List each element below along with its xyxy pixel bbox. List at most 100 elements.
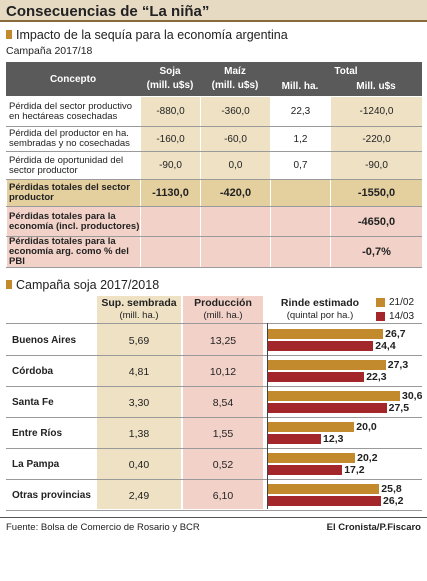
production-value: 13,25 bbox=[209, 334, 237, 347]
table-cell: -90,0 bbox=[140, 152, 200, 179]
table-cell: -880,0 bbox=[140, 97, 200, 126]
empty-cell bbox=[140, 207, 200, 236]
bullet bbox=[6, 30, 12, 39]
column-unit: (mill. ha.) bbox=[203, 310, 243, 321]
table-header bbox=[6, 62, 422, 96]
header-cell: Maíz bbox=[224, 66, 246, 77]
row-label: Pérdida del sector productivo en hectáre… bbox=[6, 97, 140, 126]
value-label: 27,3 bbox=[387, 358, 409, 371]
sown-value: 5,69 bbox=[128, 334, 150, 347]
empty-cell bbox=[200, 207, 270, 236]
legend-swatch bbox=[376, 298, 385, 307]
table-cell: -90,0 bbox=[330, 152, 422, 179]
row-label: Pérdidas totales para la economía arg. c… bbox=[6, 237, 140, 267]
bar bbox=[268, 453, 356, 463]
header-rule bbox=[6, 323, 422, 324]
row-label: Pérdidas totales del sector productor bbox=[6, 180, 140, 206]
sown-value: 1,38 bbox=[128, 427, 150, 440]
bar bbox=[268, 360, 386, 370]
legend-label: 14/03 bbox=[389, 311, 415, 322]
page-title: Consecuencias de “La niña” bbox=[6, 2, 210, 20]
row-rule bbox=[6, 448, 422, 449]
row-rule bbox=[6, 386, 422, 387]
column-unit: (mill. ha.) bbox=[119, 310, 159, 321]
row-label: Pérdida del productor en ha. sembradas y… bbox=[6, 127, 140, 151]
sown-value: 2,49 bbox=[128, 489, 150, 502]
category-label: Buenos Aires bbox=[12, 335, 77, 346]
table-cell: -1130,0 bbox=[140, 180, 200, 206]
row-rule bbox=[6, 510, 422, 511]
empty-cell bbox=[140, 237, 200, 267]
footer-credit: El Cronista/P.Fiscaro bbox=[326, 521, 421, 533]
column-unit: (quintal por ha.) bbox=[286, 310, 354, 321]
bar bbox=[268, 434, 322, 444]
row-rule bbox=[6, 151, 422, 152]
table-cell: -160,0 bbox=[140, 127, 200, 151]
header-cell: Mill. ha. bbox=[281, 81, 319, 92]
bar bbox=[268, 403, 387, 413]
production-column-bg bbox=[183, 296, 263, 509]
bar bbox=[268, 496, 382, 506]
category-label: Córdoba bbox=[12, 366, 54, 377]
header-cell: Concepto bbox=[49, 73, 97, 85]
footer-source: Fuente: Bolsa de Comercio de Rosario y B… bbox=[6, 521, 200, 533]
empty-cell bbox=[270, 207, 330, 236]
category-label: Santa Fe bbox=[12, 397, 54, 408]
value-label: 25,8 bbox=[381, 482, 402, 495]
row-label: Pérdidas totales para la economía (incl.… bbox=[6, 207, 140, 236]
table-cell: -4650,0 bbox=[330, 207, 422, 236]
category-label: Entre Ríos bbox=[12, 428, 63, 439]
value-label: 30,6 bbox=[402, 389, 423, 402]
value-label: 26,2 bbox=[383, 494, 404, 507]
column-header: Sup. sembrada bbox=[101, 297, 177, 309]
table-cell: 0,0 bbox=[200, 152, 270, 179]
sown-value: 3,30 bbox=[128, 396, 150, 409]
row-rule bbox=[6, 179, 422, 180]
sown-value: 4,81 bbox=[128, 365, 150, 378]
production-value: 8,54 bbox=[212, 396, 234, 409]
value-label: 20,0 bbox=[356, 420, 377, 433]
value-label: 27,5 bbox=[388, 401, 410, 414]
row-rule bbox=[6, 417, 422, 418]
production-value: 0,52 bbox=[212, 458, 234, 471]
row-rule bbox=[6, 126, 422, 127]
bar bbox=[268, 372, 365, 382]
row-rule bbox=[6, 267, 422, 268]
bar bbox=[268, 465, 343, 475]
row-rule bbox=[6, 236, 422, 237]
production-value: 10,12 bbox=[209, 365, 237, 378]
title-bar bbox=[0, 0, 427, 22]
column-header: Producción bbox=[194, 297, 252, 309]
axis-line bbox=[267, 323, 268, 509]
table-cell: 1,2 bbox=[270, 127, 330, 151]
header-cell: (mill. u$s) bbox=[146, 80, 194, 91]
chart-title: Campaña soja 2017/2018 bbox=[16, 278, 160, 292]
category-label: Otras provincias bbox=[12, 490, 91, 501]
row-label: Pérdida de oportunidad del sector produc… bbox=[6, 152, 140, 179]
table-cell: 0,7 bbox=[270, 152, 330, 179]
bar bbox=[268, 484, 380, 494]
header-cell: Total bbox=[334, 66, 358, 77]
bar bbox=[268, 422, 355, 432]
table-cell: -220,0 bbox=[330, 127, 422, 151]
footer-rule bbox=[0, 517, 427, 518]
table-cell: 22,3 bbox=[270, 97, 330, 126]
value-label: 22,3 bbox=[366, 370, 387, 383]
header-cell: (mill. u$s) bbox=[211, 80, 259, 91]
row-rule bbox=[6, 479, 422, 480]
row-rule bbox=[6, 355, 422, 356]
empty-cell bbox=[200, 237, 270, 267]
empty-cell bbox=[270, 180, 330, 206]
sown-column-bg bbox=[97, 296, 181, 509]
sown-value: 0,40 bbox=[128, 458, 150, 471]
section-title: Impacto de la sequía para la economía ar… bbox=[16, 28, 288, 42]
section-subtitle: Campaña 2017/18 bbox=[6, 45, 93, 57]
column-header: Rinde estimado bbox=[280, 297, 360, 309]
value-label: 12,3 bbox=[323, 432, 344, 445]
header-cell: Mill. u$s bbox=[356, 81, 396, 92]
value-label: 24,4 bbox=[375, 339, 396, 352]
table-cell: -1550,0 bbox=[330, 180, 422, 206]
value-label: 20,2 bbox=[357, 451, 378, 464]
bar bbox=[268, 329, 384, 339]
